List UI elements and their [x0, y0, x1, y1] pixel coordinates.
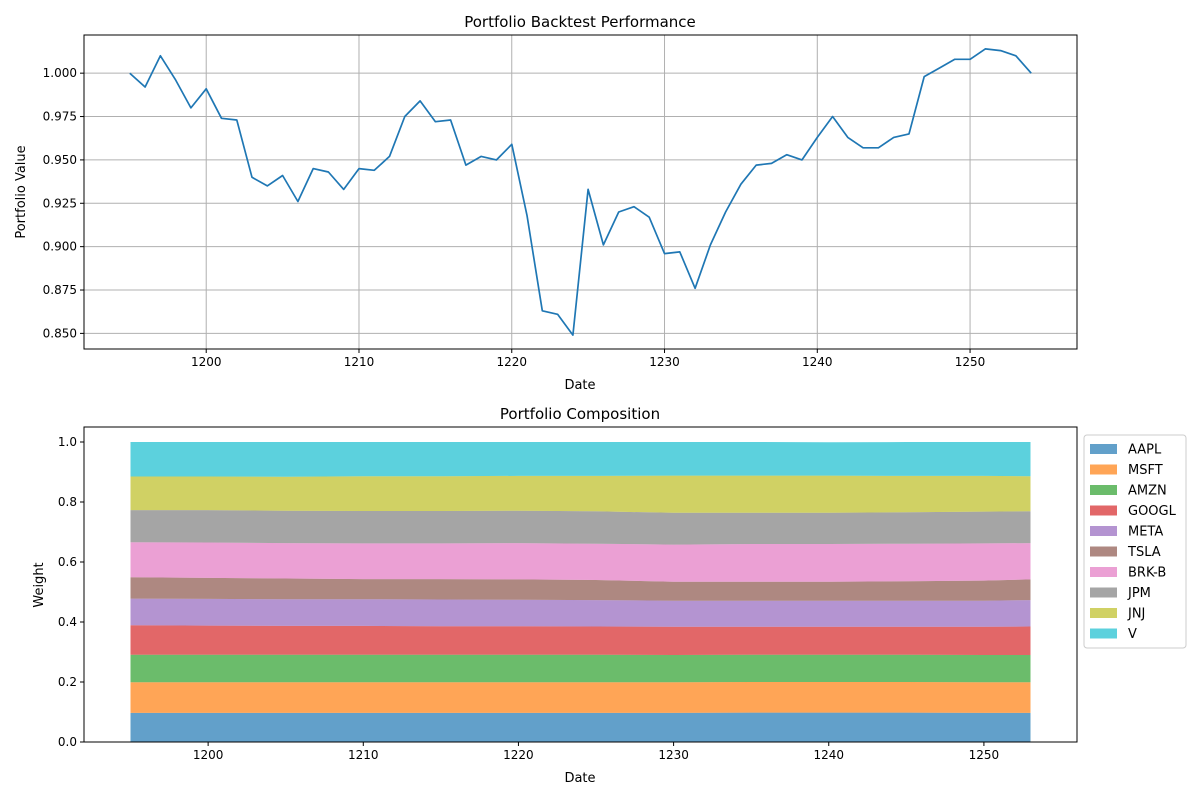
performance-x-tick-label: 1210	[344, 355, 375, 369]
performance-y-tick-label: 1.000	[43, 66, 77, 80]
composition-y-axis-label: Weight	[32, 562, 47, 607]
performance-x-tick-label: 1200	[191, 355, 222, 369]
area-meta	[130, 598, 1031, 627]
performance-y-tick-label: 0.975	[43, 110, 77, 124]
performance-y-tick-label: 0.900	[43, 240, 77, 254]
composition-ticks: 1200 1210 1220 1230 1240 1250 0.0 0.2 0.4 0.6 0.8 1…	[58, 435, 999, 762]
performance-y-tick-label: 0.850	[43, 326, 77, 340]
performance-y-tick-label: 0.925	[43, 196, 77, 210]
composition-chart: Portfolio Composition 1200 1210 1220 1230 12…	[32, 405, 1187, 786]
legend-swatch-googl	[1090, 505, 1117, 516]
performance-x-tick-label: 1240	[802, 355, 833, 369]
area-aapl	[130, 712, 1031, 742]
composition-areas	[130, 442, 1031, 742]
performance-x-tick-label: 1230	[649, 355, 680, 369]
composition-x-tick-label: 1210	[348, 748, 379, 762]
area-googl	[130, 625, 1031, 655]
composition-y-tick-label: 0.4	[58, 615, 77, 629]
area-msft	[130, 682, 1031, 713]
composition-y-tick-label: 0.6	[58, 555, 77, 569]
area-amzn	[130, 654, 1031, 683]
composition-x-tick-label: 1250	[969, 748, 1000, 762]
area-brk-b	[130, 542, 1031, 582]
composition-chart-title: Portfolio Composition	[500, 405, 660, 423]
legend-swatch-brk-b	[1090, 567, 1117, 577]
legend-swatch-v	[1090, 628, 1117, 639]
performance-plot-frame	[83, 34, 1078, 350]
composition-x-tick-label: 1230	[658, 748, 689, 762]
composition-x-axis-label: Date	[564, 771, 595, 786]
performance-chart: Portfolio Backtest Performance 1200 1210 1…	[14, 13, 1078, 393]
composition-y-tick-label: 1.0	[58, 435, 77, 449]
performance-x-tick-label: 1220	[496, 355, 527, 369]
area-jpm	[130, 510, 1031, 545]
legend-swatch-meta	[1090, 526, 1117, 536]
legend-label-jnj: JNJ	[1127, 607, 1145, 622]
legend-swatch-tsla	[1090, 546, 1117, 557]
performance-series	[129, 48, 1032, 336]
legend-label-meta: META	[1128, 525, 1163, 540]
composition-x-tick-label: 1220	[503, 748, 534, 762]
performance-grid	[84, 35, 1077, 349]
legend-label-msft: MSFT	[1128, 463, 1163, 478]
legend-label-tsla: TSLA	[1127, 545, 1161, 560]
performance-y-tick-label: 0.875	[43, 283, 77, 297]
composition-y-tick-label: 0.2	[58, 675, 77, 689]
legend-label-googl: GOOGL	[1128, 504, 1177, 519]
area-tsla	[130, 577, 1031, 601]
legend-label-jpm: JPM	[1127, 586, 1151, 601]
composition-plot-frame	[83, 426, 1078, 743]
performance-y-axis-label: Portfolio Value	[14, 145, 29, 238]
legend-label-brk-b: BRK-B	[1128, 566, 1166, 581]
legend-swatch-jpm	[1090, 587, 1117, 598]
performance-x-tick-label: 1250	[955, 355, 986, 369]
performance-x-axis-label: Date	[564, 378, 595, 393]
legend-label-amzn: AMZN	[1128, 484, 1167, 499]
composition-x-tick-label: 1240	[813, 748, 844, 762]
legend-swatch-msft	[1090, 464, 1117, 475]
area-v	[130, 442, 1031, 477]
composition-legend: AAPL MSFT AMZN GOOGL META TSLA BRK-B JPM JNJ V	[1083, 434, 1187, 649]
legend-swatch-aapl	[1090, 444, 1117, 454]
legend-swatch-jnj	[1090, 608, 1117, 618]
composition-y-tick-label: 0.8	[58, 495, 77, 509]
composition-y-tick-label: 0.0	[58, 735, 77, 749]
area-jnj	[130, 475, 1031, 513]
performance-y-tick-label: 0.950	[43, 153, 77, 167]
composition-x-tick-label: 1200	[193, 748, 224, 762]
performance-chart-title: Portfolio Backtest Performance	[464, 13, 696, 31]
performance-ticks: 1200 1210 1220 1230 1240 1250 0.850 0.875 0.900 0…	[43, 66, 986, 369]
legend-label-aapl: AAPL	[1128, 443, 1162, 458]
legend-swatch-amzn	[1090, 485, 1117, 495]
portfolio-value-line	[129, 48, 1032, 336]
legend-label-v: V	[1128, 627, 1137, 642]
